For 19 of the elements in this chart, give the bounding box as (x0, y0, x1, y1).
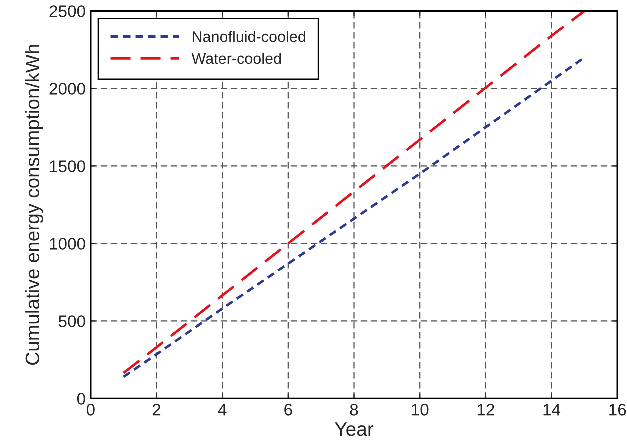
y-tick-label: 1500 (50, 160, 86, 172)
y-tick-label: 500 (58, 316, 86, 328)
x-tick-label: 2 (152, 404, 161, 416)
x-tick-label: 14 (544, 404, 561, 416)
legend-label: Water-cooled (192, 52, 282, 64)
x-tick-label: 12 (478, 404, 494, 416)
x-axis-title: Year (335, 422, 374, 436)
y-axis-title: Cumulative energy consumption/kWh (25, 45, 44, 365)
x-tick-label: 4 (218, 404, 227, 416)
x-tick-label: 8 (350, 404, 358, 416)
y-tick-label: 0 (77, 393, 86, 405)
y-tick-label: 1000 (50, 238, 86, 250)
legend-label: Nanofluid-cooled (193, 31, 306, 42)
x-tick-label: 6 (284, 404, 292, 416)
x-tick-label: 0 (86, 404, 95, 416)
x-tick-label: 10 (412, 404, 429, 416)
x-tick-label: 16 (610, 404, 626, 416)
y-tick-label: 2500 (50, 6, 86, 18)
y-tick-label: 2000 (50, 83, 86, 95)
